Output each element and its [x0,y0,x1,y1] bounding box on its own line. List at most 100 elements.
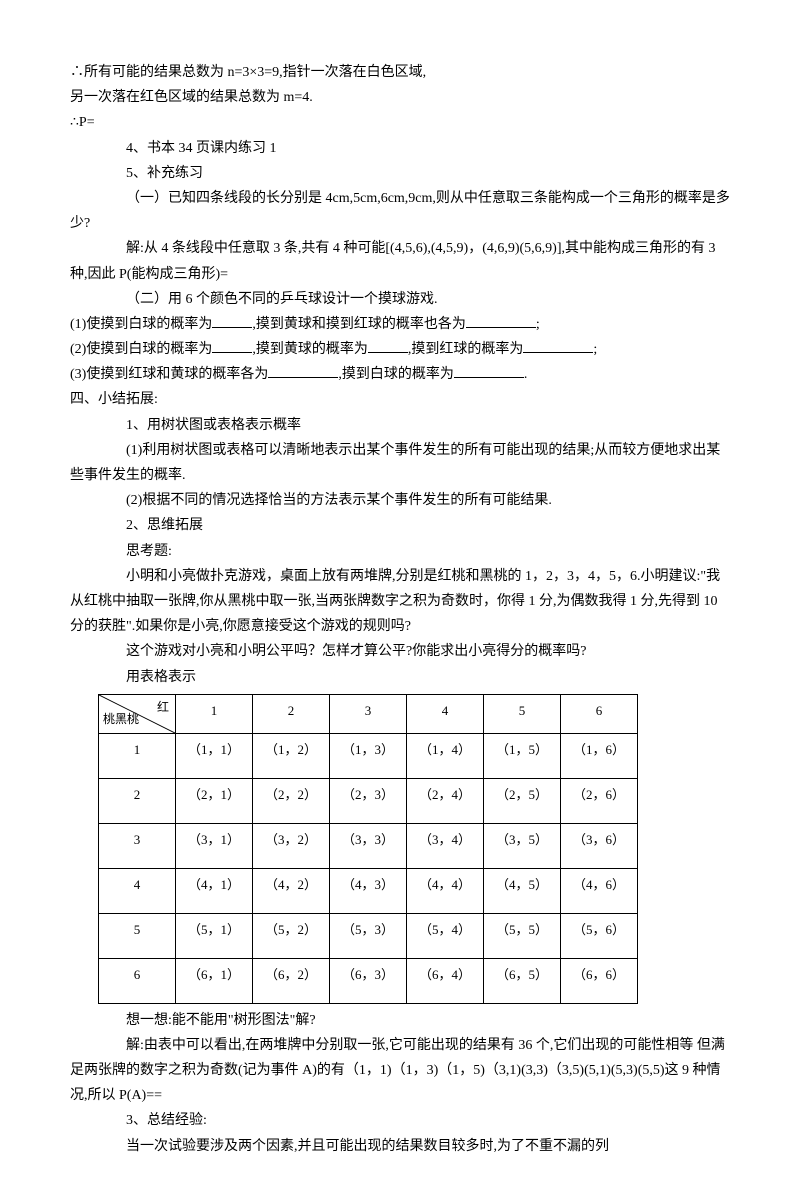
table-cell: （6，3） [330,958,407,1003]
text-fragment: (3)使摸到红球和黄球的概率各为 [70,367,268,382]
table-cell: （4，3） [330,868,407,913]
text-line: 5、补充练习 [70,161,730,186]
table-cell: （1，5） [484,733,561,778]
text-fragment: ,摸到红球的概率为 [408,342,524,357]
table-row: 4 （4，1） （4，2） （4，3） （4，4） （4，5） （4，6） [99,868,638,913]
table-cell: （3，6） [561,823,638,868]
diag-bot-label: 桃黑桃 [103,709,139,731]
text-line: 2、思维拓展 [70,513,730,538]
row-header: 3 [99,823,176,868]
text-fragment: ,摸到黄球的概率为 [252,342,368,357]
table-cell: （3，4） [407,823,484,868]
row-header: 2 [99,778,176,823]
row-header: 4 [99,868,176,913]
col-header: 1 [176,694,253,733]
col-header: 3 [330,694,407,733]
table-cell: （1，4） [407,733,484,778]
blank [268,363,338,378]
table-cell: （1，2） [253,733,330,778]
blank [212,313,252,328]
table-cell: （4，6） [561,868,638,913]
text-fragment: (2)使摸到白球的概率为 [70,342,212,357]
text-line: ∴P= [70,110,730,135]
text-line: 用表格表示 [70,665,730,690]
col-header: 6 [561,694,638,733]
table-cell: （2，1） [176,778,253,823]
table-row: 6 （6，1） （6，2） （6，3） （6，4） （6，5） （6，6） [99,958,638,1003]
text-line: (3)使摸到红球和黄球的概率各为 ,摸到白球的概率为. [70,362,730,387]
text-line: 1、用树状图或表格表示概率 [70,413,730,438]
text-line: 小明和小亮做扑克游戏，桌面上放有两堆牌,分别是红桃和黑桃的 1，2，3，4，5，… [70,564,730,640]
col-header: 5 [484,694,561,733]
table-cell: （1，3） [330,733,407,778]
text-line: (2)根据不同的情况选择恰当的方法表示某个事件发生的所有可能结果. [70,488,730,513]
table-cell: （4，1） [176,868,253,913]
table-row: 3 （3，1） （3，2） （3，3） （3，4） （3，5） （3，6） [99,823,638,868]
table-cell: （3，1） [176,823,253,868]
text-fragment: ,摸到白球的概率为 [338,367,454,382]
table-cell: （2，4） [407,778,484,823]
text-line: 这个游戏对小亮和小明公平吗？怎样才算公平?你能求出小亮得分的概率吗? [70,639,730,664]
row-header: 6 [99,958,176,1003]
text-line: (2)使摸到白球的概率为 ,摸到黄球的概率为 ,摸到红球的概率为; [70,337,730,362]
table-cell: （2，5） [484,778,561,823]
table-cell: （5，3） [330,913,407,958]
table-cell: （5，5） [484,913,561,958]
table-cell: （2，3） [330,778,407,823]
table-cell: （6，2） [253,958,330,1003]
blank [523,338,593,353]
table-cell: （4，2） [253,868,330,913]
table-cell: （6，4） [407,958,484,1003]
table-cell: （3，5） [484,823,561,868]
text-line: 解:由表中可以看出,在两堆牌中分别取一张,它可能出现的结果有 36 个,它们出现… [70,1033,730,1109]
text-line: ∴所有可能的结果总数为 n=3×3=9,指针一次落在白色区域, [70,60,730,85]
table-row: 1 （1，1） （1，2） （1，3） （1，4） （1，5） （1，6） [99,733,638,778]
text-line: 解:从 4 条线段中任意取 3 条,共有 4 种可能[(4,5,6),(4,5,… [70,236,730,286]
diagonal-header-cell: 红 桃黑桃 [99,694,176,733]
text-fragment: . [524,367,528,382]
text-line: （二）用 6 个颜色不同的乒乓球设计一个摸球游戏. [70,287,730,312]
table-cell: （2，6） [561,778,638,823]
heading: 四、小结拓展: [70,387,730,412]
table-cell: （4，4） [407,868,484,913]
table-cell: （5，4） [407,913,484,958]
table-cell: （6，5） [484,958,561,1003]
row-header: 1 [99,733,176,778]
table-cell: （2，2） [253,778,330,823]
table-cell: （1，6） [561,733,638,778]
table-cell: （1，1） [176,733,253,778]
blank [454,363,524,378]
col-header: 4 [407,694,484,733]
text-line: 当一次试验要涉及两个因素,并且可能出现的结果数目较多时,为了不重不漏的列 [70,1134,730,1159]
table-cell: （5，6） [561,913,638,958]
table-row: 2 （2，1） （2，2） （2，3） （2，4） （2，5） （2，6） [99,778,638,823]
text-line: 另一次落在红色区域的结果总数为 m=4. [70,85,730,110]
probability-table: 红 桃黑桃 1 2 3 4 5 6 1 （1，1） （1，2） （1，3） （1… [98,694,638,1004]
text-line: 4、书本 34 页课内练习 1 [70,136,730,161]
text-fragment: ; [593,342,597,357]
diag-top-label: 红 [157,697,169,719]
table-cell: （3，2） [253,823,330,868]
table-cell: （6，1） [176,958,253,1003]
text-line: （一）已知四条线段的长分别是 4cm,5cm,6cm,9cm,则从中任意取三条能… [70,186,730,236]
table-cell: （6，6） [561,958,638,1003]
text-line: (1)利用树状图或表格可以清晰地表示出某个事件发生的所有可能出现的结果;从而较方… [70,438,730,488]
blank [368,338,408,353]
blank [466,313,536,328]
table-row: 5 （5，1） （5，2） （5，3） （5，4） （5，5） （5，6） [99,913,638,958]
text-line: 想一想:能不能用"树形图法"解? [70,1008,730,1033]
table-cell: （5，2） [253,913,330,958]
text-fragment: ; [536,317,540,332]
table-cell: （4，5） [484,868,561,913]
table-cell: （3，3） [330,823,407,868]
table-cell: （5，1） [176,913,253,958]
text-fragment: (1)使摸到白球的概率为 [70,317,212,332]
table-header-row: 红 桃黑桃 1 2 3 4 5 6 [99,694,638,733]
text-line: 思考题: [70,539,730,564]
text-fragment: ,摸到黄球和摸到红球的概率也各为 [252,317,466,332]
col-header: 2 [253,694,330,733]
text-line: (1)使摸到白球的概率为 ,摸到黄球和摸到红球的概率也各为; [70,312,730,337]
blank [212,338,252,353]
row-header: 5 [99,913,176,958]
text-line: 3、总结经验: [70,1108,730,1133]
